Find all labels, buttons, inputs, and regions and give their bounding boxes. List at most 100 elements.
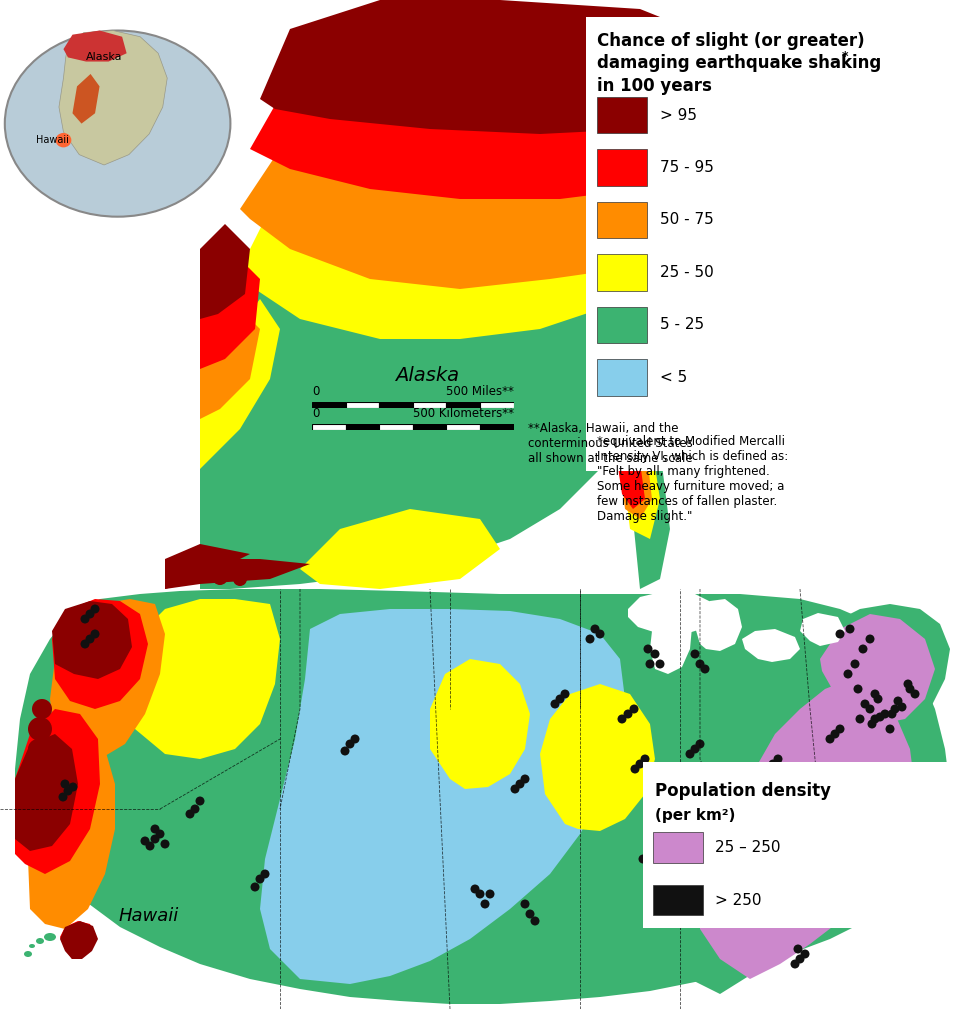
Polygon shape: [620, 399, 670, 589]
Circle shape: [350, 735, 359, 744]
Circle shape: [898, 702, 906, 711]
Circle shape: [891, 704, 900, 713]
Text: 25 - 50: 25 - 50: [660, 265, 713, 279]
Polygon shape: [540, 684, 655, 831]
Circle shape: [690, 650, 700, 659]
Circle shape: [643, 850, 653, 859]
Circle shape: [656, 660, 664, 669]
Circle shape: [855, 714, 865, 723]
Circle shape: [260, 870, 270, 879]
Circle shape: [887, 709, 897, 718]
Circle shape: [853, 684, 862, 693]
Circle shape: [486, 890, 494, 898]
Polygon shape: [200, 219, 640, 589]
Circle shape: [185, 809, 195, 818]
Circle shape: [771, 824, 780, 833]
Bar: [413, 424, 446, 430]
Polygon shape: [260, 0, 760, 134]
Circle shape: [251, 883, 259, 892]
Polygon shape: [15, 734, 78, 851]
Polygon shape: [165, 544, 250, 589]
Text: 75 - 95: 75 - 95: [660, 160, 713, 175]
Polygon shape: [50, 599, 165, 759]
Circle shape: [721, 780, 730, 788]
Circle shape: [905, 684, 915, 693]
Polygon shape: [300, 509, 500, 589]
Circle shape: [586, 635, 594, 644]
Polygon shape: [59, 30, 167, 164]
Text: 0: 0: [312, 407, 320, 420]
Ellipse shape: [36, 938, 44, 944]
Circle shape: [636, 760, 644, 769]
Circle shape: [801, 949, 809, 959]
Circle shape: [771, 909, 780, 918]
Polygon shape: [820, 614, 935, 724]
Text: > 95: > 95: [660, 108, 697, 122]
Circle shape: [774, 755, 782, 764]
Bar: [480, 402, 514, 408]
Circle shape: [844, 670, 852, 678]
Circle shape: [531, 916, 540, 925]
Ellipse shape: [5, 30, 230, 217]
Text: *equivalent to Modified Mercalli
Intensity VI, which is defined as:
"Felt by all: *equivalent to Modified Mercalli Intensi…: [597, 435, 788, 523]
Circle shape: [876, 712, 884, 721]
Circle shape: [851, 660, 859, 669]
Ellipse shape: [44, 933, 56, 941]
Ellipse shape: [24, 951, 32, 957]
Circle shape: [796, 955, 804, 964]
Text: 5 - 25: 5 - 25: [660, 318, 704, 332]
Circle shape: [643, 645, 653, 654]
Text: **Alaska, Hawaii, and the
conterminous United States
all shown at the same scale: **Alaska, Hawaii, and the conterminous U…: [528, 422, 693, 465]
Circle shape: [160, 839, 170, 849]
Polygon shape: [700, 679, 915, 979]
Circle shape: [746, 865, 755, 874]
Polygon shape: [635, 659, 895, 994]
Circle shape: [726, 789, 734, 798]
Circle shape: [826, 735, 834, 744]
Circle shape: [233, 572, 247, 586]
Circle shape: [846, 625, 854, 634]
Polygon shape: [618, 424, 652, 519]
Circle shape: [885, 724, 895, 734]
Polygon shape: [650, 611, 692, 674]
Circle shape: [177, 563, 193, 579]
Text: Population density: Population density: [655, 782, 830, 800]
Circle shape: [866, 704, 875, 713]
Circle shape: [830, 730, 839, 739]
Bar: [480, 424, 514, 430]
Polygon shape: [28, 734, 115, 929]
Circle shape: [874, 694, 882, 703]
Circle shape: [28, 717, 52, 741]
Circle shape: [910, 689, 920, 698]
Text: 25 – 250: 25 – 250: [715, 840, 780, 855]
Polygon shape: [130, 599, 280, 759]
Polygon shape: [200, 249, 260, 369]
Circle shape: [470, 885, 479, 894]
Circle shape: [690, 745, 700, 754]
Circle shape: [631, 765, 639, 774]
Circle shape: [525, 909, 535, 918]
Text: Alaska: Alaska: [396, 366, 459, 384]
Circle shape: [81, 640, 89, 649]
Polygon shape: [15, 709, 100, 874]
Text: Alaska: Alaska: [85, 52, 122, 63]
Text: damaging earthquake shaking: damaging earthquake shaking: [597, 54, 881, 73]
Polygon shape: [240, 89, 680, 289]
Text: (per km²): (per km²): [655, 808, 735, 823]
Bar: [346, 402, 379, 408]
Circle shape: [866, 635, 875, 644]
Polygon shape: [72, 74, 100, 123]
Polygon shape: [63, 30, 127, 62]
Circle shape: [740, 850, 750, 859]
Polygon shape: [240, 149, 640, 339]
Circle shape: [561, 689, 569, 698]
Circle shape: [776, 819, 784, 828]
Circle shape: [516, 780, 524, 788]
Polygon shape: [616, 434, 645, 509]
Polygon shape: [742, 629, 800, 662]
Polygon shape: [200, 299, 280, 469]
Circle shape: [790, 960, 800, 969]
Circle shape: [346, 740, 354, 749]
Circle shape: [765, 829, 775, 838]
Circle shape: [151, 824, 159, 833]
